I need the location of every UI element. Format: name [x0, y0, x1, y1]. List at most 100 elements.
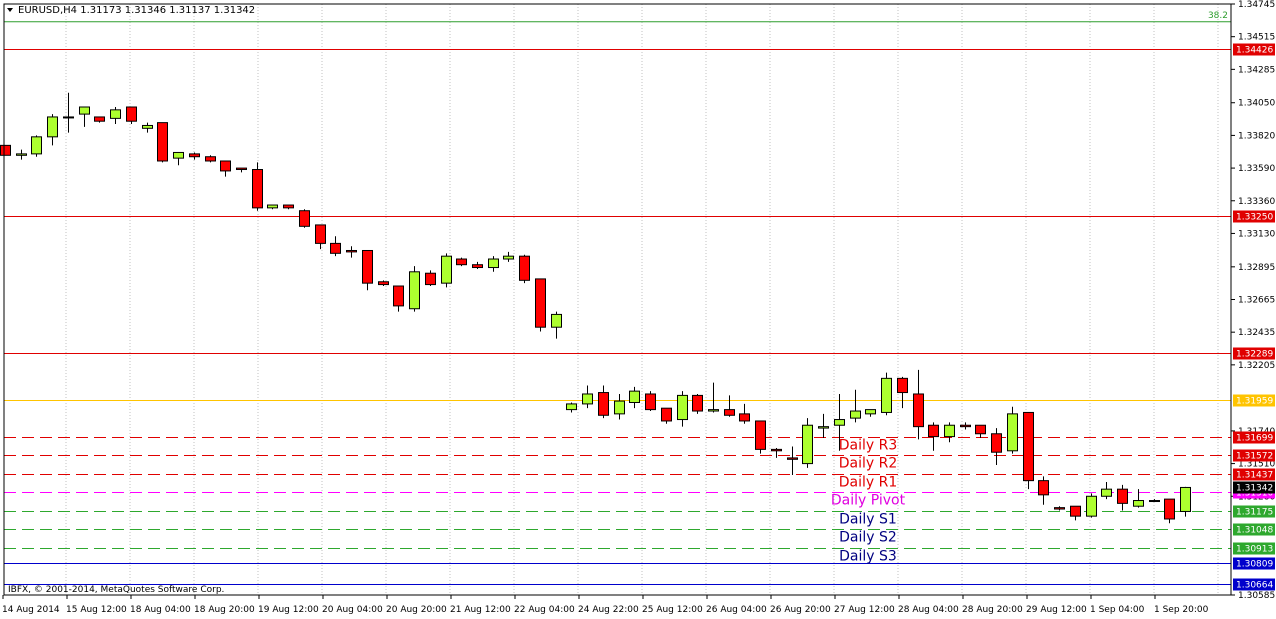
- candle-body: [598, 392, 609, 416]
- candle-body: [1133, 500, 1144, 507]
- candle: [692, 393, 703, 414]
- candle: [771, 447, 782, 458]
- price-levels: 38.2: [4, 11, 1231, 585]
- candle: [850, 389, 861, 423]
- level-label: Daily S3: [839, 549, 897, 565]
- candle-body: [267, 204, 278, 209]
- x-tick-label: 20 Aug 20:00: [386, 605, 447, 615]
- candle: [991, 428, 1002, 466]
- price-level-box: [1233, 347, 1275, 360]
- candle-body: [519, 255, 530, 281]
- candle-body: [818, 426, 829, 429]
- price-level-value: 1.34426: [1236, 46, 1273, 56]
- price-level-value: 1.31959: [1236, 397, 1273, 407]
- price-level-box: [1233, 468, 1275, 481]
- candle-body: [1023, 411, 1034, 482]
- y-tick-label: 1.33590: [1238, 164, 1275, 174]
- candle: [283, 204, 294, 210]
- candles: [0, 92, 1191, 524]
- candle-body: [708, 409, 719, 412]
- y-tick-label: 1.34745: [1238, 0, 1275, 10]
- y-tick-label: 1.33820: [1238, 131, 1275, 141]
- price-level-value: 1.32289: [1236, 350, 1273, 360]
- candle-body: [346, 249, 357, 253]
- candle: [1070, 505, 1081, 521]
- price-level-box: [1233, 43, 1275, 56]
- candle-body: [739, 413, 750, 422]
- candle-body: [205, 156, 216, 162]
- candle: [739, 403, 750, 424]
- y-tick-label: 1.32205: [1238, 361, 1275, 371]
- candle: [236, 167, 247, 173]
- copyright-text: IBFX, © 2001-2014, MetaQuotes Software C…: [8, 585, 224, 595]
- candle-body: [441, 255, 452, 284]
- candle: [1117, 484, 1128, 511]
- candle-body: [456, 258, 467, 266]
- candle: [897, 376, 908, 409]
- candle-body: [472, 264, 483, 269]
- x-tick-label: 26 Aug 04:00: [706, 605, 767, 615]
- candle-body: [0, 144, 11, 156]
- candle-body: [802, 424, 813, 465]
- x-tick-label: 29 Aug 12:00: [1026, 605, 1087, 615]
- candle: [220, 160, 231, 177]
- candle-body: [47, 116, 58, 138]
- price-level-value: 1.31048: [1236, 526, 1273, 536]
- candle: [63, 92, 74, 133]
- price-level-box: [1233, 449, 1275, 462]
- candle-body: [1070, 505, 1081, 517]
- candle: [47, 114, 58, 146]
- current-price-value: 1.31342: [1236, 484, 1273, 494]
- candle-body: [535, 278, 546, 328]
- candle: [1180, 486, 1191, 517]
- candle-body: [928, 424, 939, 438]
- y-tick-label: 1.32435: [1238, 328, 1275, 338]
- candle-body: [1117, 488, 1128, 504]
- candle-body: [330, 242, 341, 254]
- candle-body: [488, 258, 499, 269]
- dropdown-triangle-icon[interactable]: [7, 8, 13, 12]
- price-level-box: [1233, 431, 1275, 444]
- candle-body: [1180, 486, 1191, 512]
- price-level-value: 1.30664: [1236, 581, 1273, 591]
- price-level-box: [1233, 394, 1275, 407]
- candle-body: [157, 122, 168, 162]
- candle: [1086, 493, 1097, 518]
- candle: [881, 372, 892, 416]
- candle: [79, 106, 90, 127]
- candle: [928, 422, 939, 451]
- price-level-box: [1233, 505, 1275, 518]
- candle-body: [142, 124, 153, 129]
- x-tick-label: 1 Sep 20:00: [1154, 605, 1209, 615]
- candle: [519, 254, 530, 284]
- candle: [645, 391, 656, 412]
- candle-body: [991, 433, 1002, 453]
- price-level-box: [1233, 557, 1275, 570]
- candle: [299, 209, 310, 228]
- candle-body: [503, 255, 514, 260]
- price-level-value: 1.31437: [1236, 471, 1273, 481]
- candle-body: [362, 249, 373, 284]
- candle-body: [110, 109, 121, 119]
- candle: [724, 395, 735, 417]
- candle: [126, 106, 137, 125]
- candle: [378, 280, 389, 287]
- price-level-value: 1.31572: [1236, 452, 1273, 462]
- candle: [0, 144, 11, 156]
- candle: [16, 149, 27, 160]
- candle-body: [692, 394, 703, 412]
- x-tick-label: 22 Aug 04:00: [514, 605, 575, 615]
- candle: [94, 116, 105, 123]
- candle-body: [1149, 500, 1160, 503]
- candle-body: [31, 136, 42, 155]
- candle-body: [1164, 498, 1175, 520]
- candle-body: [582, 393, 593, 405]
- candle-body: [755, 420, 766, 450]
- candle-body: [975, 424, 986, 435]
- candle: [661, 407, 672, 424]
- candle: [960, 422, 971, 430]
- x-tick-label: 15 Aug 12:00: [66, 605, 127, 615]
- candle-body: [960, 424, 971, 428]
